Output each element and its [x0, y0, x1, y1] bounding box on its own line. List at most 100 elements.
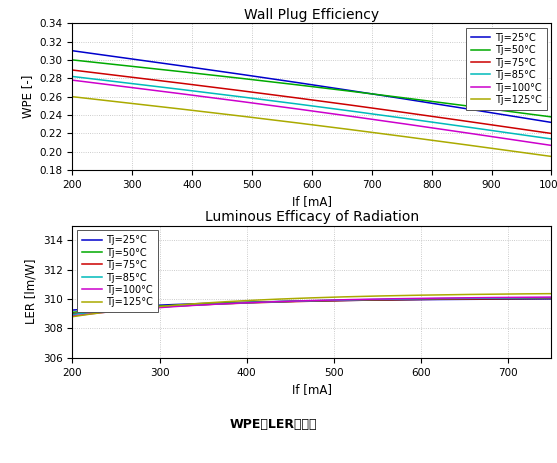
X-axis label: If [mA]: If [mA] — [292, 383, 332, 396]
Tj=85°C — [362, 110, 369, 116]
Tj=25°C — [548, 296, 555, 302]
Tj=125°C — [548, 154, 555, 159]
Legend: Tj=25°C, Tj=50°C, Tj=75°C, Tj=85°C, Tj=100°C, Tj=125°C: Tj=25°C, Tj=50°C, Tj=75°C, Tj=85°C, Tj=1… — [466, 28, 546, 110]
Tj=100°C — [362, 116, 369, 121]
Tj=125°C — [354, 294, 361, 299]
Tj=75°C — [353, 103, 359, 109]
Tj=100°C — [353, 114, 359, 120]
Line: Tj=75°C: Tj=75°C — [72, 70, 551, 133]
Tj=50°C — [362, 297, 369, 303]
Tj=100°C — [71, 313, 77, 319]
Legend: Tj=25°C, Tj=50°C, Tj=75°C, Tj=85°C, Tj=100°C, Tj=125°C: Tj=25°C, Tj=50°C, Tj=75°C, Tj=85°C, Tj=1… — [77, 231, 158, 312]
Tj=25°C — [362, 297, 369, 303]
Tj=125°C — [362, 129, 369, 134]
Tj=125°C — [354, 128, 361, 133]
Tj=100°C — [548, 143, 555, 148]
Y-axis label: LER [lm/W]: LER [lm/W] — [25, 259, 37, 325]
Text: WPE与LER的比较: WPE与LER的比较 — [230, 418, 317, 431]
Tj=25°C — [473, 296, 480, 302]
Tj=100°C — [71, 78, 77, 83]
Tj=85°C — [503, 130, 510, 135]
Tj=50°C — [473, 296, 480, 301]
Tj=50°C — [362, 90, 369, 96]
Tj=75°C — [353, 298, 359, 303]
Tj=125°C — [71, 94, 77, 100]
Line: Tj=125°C: Tj=125°C — [72, 97, 551, 156]
Tj=85°C — [71, 74, 77, 80]
Tj=50°C — [503, 296, 510, 301]
Tj=75°C — [362, 297, 369, 303]
Tj=50°C — [503, 108, 510, 114]
Tj=50°C — [548, 295, 555, 301]
Tj=100°C — [503, 294, 510, 300]
Tj=75°C — [548, 295, 555, 301]
Tj=75°C — [354, 298, 361, 303]
Tj=75°C — [548, 131, 555, 136]
Tj=125°C — [69, 94, 76, 100]
Tj=25°C — [503, 296, 510, 302]
Tj=100°C — [503, 136, 510, 142]
Tj=100°C — [69, 313, 76, 319]
Tj=75°C — [473, 120, 480, 125]
Line: Tj=100°C: Tj=100°C — [72, 297, 551, 316]
Tj=50°C — [71, 57, 77, 63]
Line: Tj=100°C: Tj=100°C — [72, 80, 551, 145]
Tj=100°C — [353, 297, 359, 302]
Tj=125°C — [71, 313, 77, 319]
Tj=50°C — [69, 309, 76, 315]
Tj=125°C — [362, 294, 369, 299]
Tj=50°C — [473, 104, 480, 110]
Tj=50°C — [69, 57, 76, 63]
Tj=125°C — [473, 144, 480, 149]
Tj=75°C — [503, 296, 510, 301]
Tj=125°C — [503, 291, 510, 297]
Tj=25°C — [503, 113, 510, 118]
Tj=85°C — [503, 295, 510, 301]
Tj=25°C — [71, 48, 77, 54]
Y-axis label: WPE [-]: WPE [-] — [21, 75, 34, 119]
Tj=50°C — [353, 89, 359, 94]
Tj=100°C — [69, 77, 76, 83]
Tj=85°C — [473, 125, 480, 131]
Tj=125°C — [353, 294, 359, 299]
Tj=100°C — [362, 296, 369, 302]
Tj=85°C — [548, 295, 555, 300]
Tj=25°C — [362, 90, 369, 96]
Tj=125°C — [503, 148, 510, 153]
Title: Wall Plug Efficiency: Wall Plug Efficiency — [245, 8, 379, 22]
Tj=100°C — [354, 114, 361, 120]
Tj=125°C — [353, 127, 359, 133]
Line: Tj=125°C: Tj=125°C — [72, 294, 551, 317]
Tj=75°C — [69, 311, 76, 317]
Tj=25°C — [69, 307, 76, 313]
Tj=50°C — [548, 114, 555, 120]
Tj=100°C — [473, 131, 480, 137]
Tj=125°C — [473, 292, 480, 297]
Tj=25°C — [548, 119, 555, 125]
Line: Tj=75°C: Tj=75°C — [72, 298, 551, 314]
Tj=85°C — [353, 297, 359, 303]
Tj=25°C — [354, 89, 361, 94]
Tj=85°C — [354, 297, 361, 303]
Tj=125°C — [69, 314, 76, 319]
Line: Tj=85°C: Tj=85°C — [72, 76, 551, 139]
Tj=25°C — [69, 48, 76, 54]
Line: Tj=25°C: Tj=25°C — [72, 51, 551, 122]
Line: Tj=25°C: Tj=25°C — [72, 299, 551, 310]
Tj=50°C — [354, 89, 361, 95]
Tj=100°C — [548, 294, 555, 300]
Tj=125°C — [548, 291, 555, 296]
Tj=75°C — [69, 67, 76, 73]
Tj=50°C — [353, 297, 359, 303]
Tj=85°C — [353, 109, 359, 114]
Title: Luminous Efficacy of Radiation: Luminous Efficacy of Radiation — [205, 210, 419, 225]
Tj=50°C — [354, 297, 361, 303]
Tj=85°C — [354, 109, 361, 115]
Tj=25°C — [71, 307, 77, 313]
Tj=25°C — [353, 298, 359, 303]
Tj=85°C — [362, 297, 369, 302]
Tj=75°C — [473, 296, 480, 302]
Tj=25°C — [473, 107, 480, 113]
Tj=25°C — [353, 88, 359, 94]
Tj=75°C — [71, 68, 77, 73]
